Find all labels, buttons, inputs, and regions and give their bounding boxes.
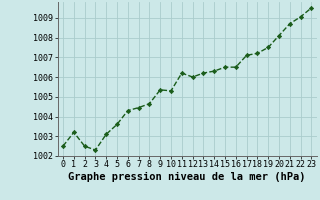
X-axis label: Graphe pression niveau de la mer (hPa): Graphe pression niveau de la mer (hPa) bbox=[68, 172, 306, 182]
